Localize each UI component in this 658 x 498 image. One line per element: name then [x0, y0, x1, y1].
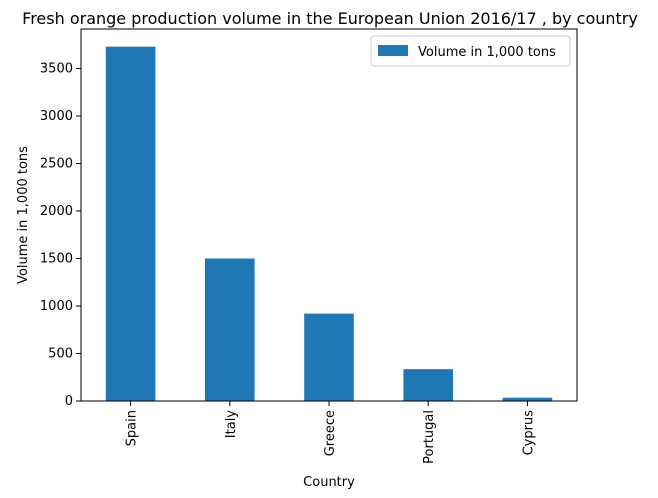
- y-tick-label: 0: [65, 394, 73, 409]
- plot-area: [80, 28, 578, 402]
- bar-portugal: [403, 369, 453, 401]
- y-tick-label: 3000: [40, 109, 73, 124]
- y-tick-label: 3500: [40, 62, 73, 77]
- y-tick-label: 1500: [40, 252, 73, 267]
- y-axis: 0 500 1000 1500 2000 2500 3000 3500: [40, 62, 81, 409]
- y-tick-label: 1000: [40, 299, 73, 314]
- x-tick-label: Italy: [224, 410, 239, 439]
- x-axis-label: Country: [303, 475, 355, 490]
- x-tick-label: Spain: [125, 410, 140, 446]
- y-axis-label: Volume in 1,000 tons: [16, 146, 31, 284]
- legend-swatch: [378, 45, 408, 56]
- bar-greece: [304, 313, 354, 401]
- bar-italy: [205, 258, 255, 401]
- x-tick-label: Portugal: [422, 410, 437, 464]
- x-axis: Spain Italy Greece Portugal Cyprus: [125, 401, 536, 464]
- y-tick-label: 2500: [40, 157, 73, 172]
- x-tick-label: Greece: [323, 410, 338, 456]
- bar-spain: [105, 46, 156, 402]
- legend-entry: Volume in 1,000 tons: [418, 45, 556, 60]
- chart-title: Fresh orange production volume in the Eu…: [22, 9, 638, 28]
- y-tick-label: 500: [48, 347, 73, 362]
- bars: [105, 46, 553, 402]
- legend: Volume in 1,000 tons: [370, 35, 571, 67]
- x-tick-label: Cyprus: [521, 410, 536, 456]
- legend-box: [370, 35, 571, 67]
- bar-cyprus: [502, 397, 553, 401]
- y-tick-label: 2000: [40, 204, 73, 219]
